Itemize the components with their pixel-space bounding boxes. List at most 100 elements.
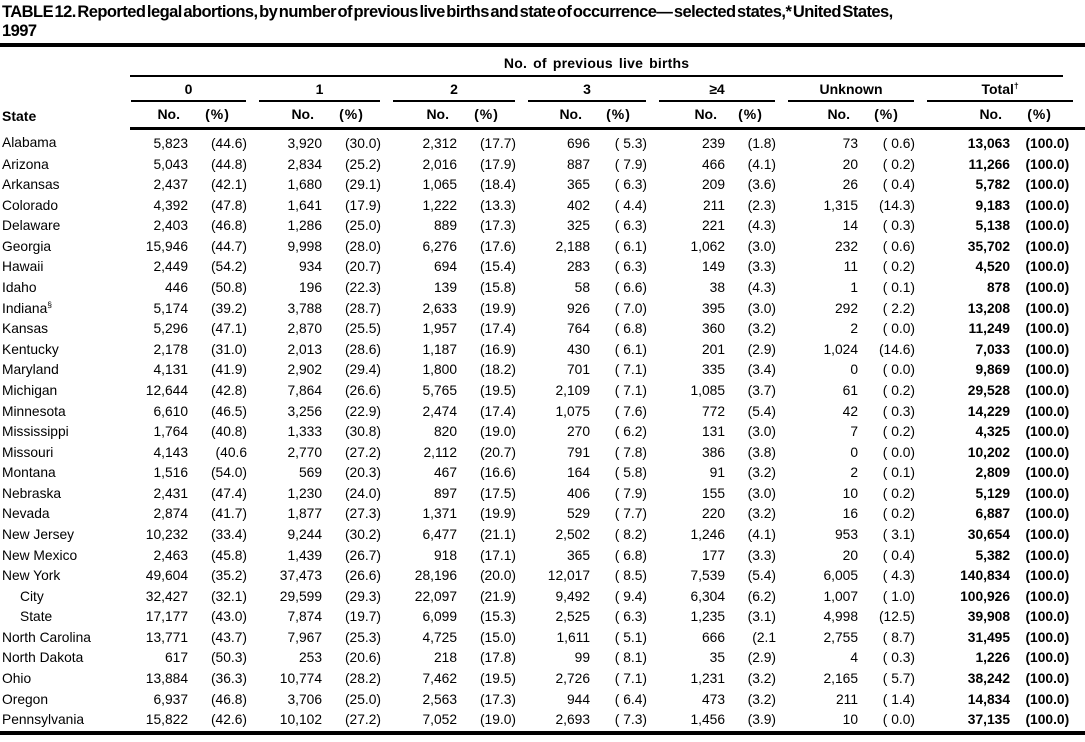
cell-no: 820: [433, 424, 457, 440]
cell-no: 1,286: [287, 218, 322, 234]
cell-no: 2,431: [153, 485, 188, 501]
pct-header-3: (%): [590, 102, 658, 130]
cell-no: 38: [709, 280, 725, 296]
state-name: New Jersey: [2, 526, 75, 542]
state-name: Alabama: [2, 135, 57, 151]
cell-no: 1,957: [422, 321, 457, 337]
cell-pct: (26.7): [344, 547, 381, 563]
cell-pct: (100.0): [1025, 568, 1070, 584]
cell-pct: (100.0): [1025, 300, 1070, 316]
pct-header-ge4: (%): [725, 102, 787, 130]
cell-pct: (4.1): [747, 156, 776, 172]
cell-no: 1,075: [555, 403, 590, 419]
table-row: Georgia 15,946 (44.7) 9,998 (28.0) 6,276 (17.6…: [0, 237, 1085, 258]
cell-pct: (100.0): [1025, 218, 1070, 234]
cell-pct: (100.0): [1025, 506, 1070, 522]
no-header-total: No.: [926, 102, 1010, 130]
pct-header-total: (%): [1010, 102, 1085, 130]
cell-no: 1,611: [556, 629, 590, 645]
cell-no: 1,062: [690, 238, 725, 254]
cell-pct: (28.6): [344, 341, 381, 357]
table-header: State No. of previous live births 0 1 2 …: [0, 45, 1085, 130]
cell-no: 13,063: [967, 136, 1010, 151]
cell-pct: (3.2): [747, 671, 776, 687]
table-row: New York 49,604 (35.2) 37,473 (26.6) 28,196 (2…: [0, 566, 1085, 587]
cell-pct: ( 7.1): [614, 362, 647, 378]
cell-pct: (50.8): [210, 280, 247, 296]
group-label-total: Total: [981, 81, 1014, 97]
cell-pct: (3.2): [747, 465, 776, 481]
cell-pct: (29.1): [344, 177, 381, 193]
cell-no: 2,112: [423, 444, 457, 460]
state-name: Missouri: [2, 444, 54, 460]
cell-pct: (41.7): [210, 506, 247, 522]
cell-no: 4,131: [153, 362, 188, 378]
cell-pct: (27.3): [344, 506, 381, 522]
cell-no: 2,755: [823, 629, 858, 645]
cell-pct: ( 0.1): [882, 280, 915, 296]
cell-pct: (3.0): [747, 485, 776, 501]
state-name: New York: [2, 568, 61, 584]
state-name: Georgia: [2, 238, 52, 254]
cell-no: 1,877: [287, 506, 322, 522]
cell-no: 7,052: [422, 712, 457, 728]
cell-pct: ( 6.1): [614, 341, 647, 357]
cell-no: 38,242: [967, 671, 1010, 687]
cell-pct: (17.9): [479, 156, 516, 172]
cell-pct: (17.6): [479, 238, 516, 254]
cell-pct: (100.0): [1025, 547, 1070, 563]
cell-pct: (25.3): [344, 629, 381, 645]
cell-pct: ( 8.5): [614, 568, 647, 584]
cell-pct: ( 6.8): [614, 321, 647, 337]
cell-pct: (54.2): [210, 259, 247, 275]
cell-pct: (28.2): [344, 671, 381, 687]
group-label-row: 0 1 2 3 ≥4 Unknown Total†: [0, 77, 1085, 102]
cell-no: 10,102: [279, 712, 322, 728]
cell-no: 4,998: [823, 609, 858, 625]
cell-no: 209: [701, 177, 725, 193]
cell-pct: (25.5): [344, 321, 381, 337]
cell-no: 49,604: [145, 568, 188, 584]
cell-no: 5,765: [422, 382, 457, 398]
cell-pct: ( 6.3): [614, 259, 647, 275]
cell-pct: (19.9): [479, 300, 516, 316]
cell-pct: (4.3): [747, 280, 776, 296]
cell-pct: ( 7.9): [614, 485, 647, 501]
state-name: Colorado: [2, 197, 58, 213]
cell-pct: (100.0): [1025, 259, 1070, 275]
spanner-label: No. of previous live births: [130, 55, 1064, 77]
cell-pct: (17.9): [344, 197, 381, 213]
cell-no: 1,456: [690, 712, 725, 728]
cell-pct: ( 0.0): [882, 444, 915, 460]
cell-pct: (20.0): [479, 568, 516, 584]
cell-pct: (44.8): [210, 156, 247, 172]
group-label-ge4: ≥4: [709, 81, 725, 97]
table-row: Arizona 5,043 (44.8) 2,834 (25.2) 2,016 (17.9)…: [0, 155, 1085, 176]
cell-no: 897: [433, 485, 457, 501]
table-title-line1: TABLE 12. Reported legal abortions, by n…: [2, 3, 893, 21]
cell-pct: ( 2.2): [882, 300, 915, 316]
cell-no: 764: [566, 321, 590, 337]
no-header-unknown: No.: [787, 102, 858, 130]
group-label-3: 3: [583, 81, 591, 97]
cell-no: 2,188: [555, 238, 590, 254]
no-header-3: No.: [527, 102, 590, 130]
cell-no: 617: [164, 650, 188, 666]
cell-pct: (3.6): [747, 177, 776, 193]
cell-no: 1,235: [690, 609, 725, 625]
cell-pct: ( 0.2): [882, 485, 915, 501]
cell-pct: ( 7.9): [614, 156, 647, 172]
cell-no: 1,222: [422, 197, 457, 213]
cell-pct: (19.7): [344, 609, 381, 625]
cell-no: 5,382: [975, 547, 1010, 563]
cell-pct: (15.8): [479, 280, 516, 296]
cell-pct: ( 1.4): [882, 691, 915, 707]
cell-no: 16: [842, 506, 858, 522]
state-name: North Carolina: [2, 629, 91, 645]
cell-no: 7: [850, 424, 858, 440]
cell-no: 791: [566, 444, 590, 460]
cell-no: 139: [433, 280, 457, 296]
table-row: Ohio 13,884 (36.3) 10,774 (28.2) 7,462 (19.5) 2…: [0, 669, 1085, 690]
cell-no: 6,477: [422, 526, 457, 542]
